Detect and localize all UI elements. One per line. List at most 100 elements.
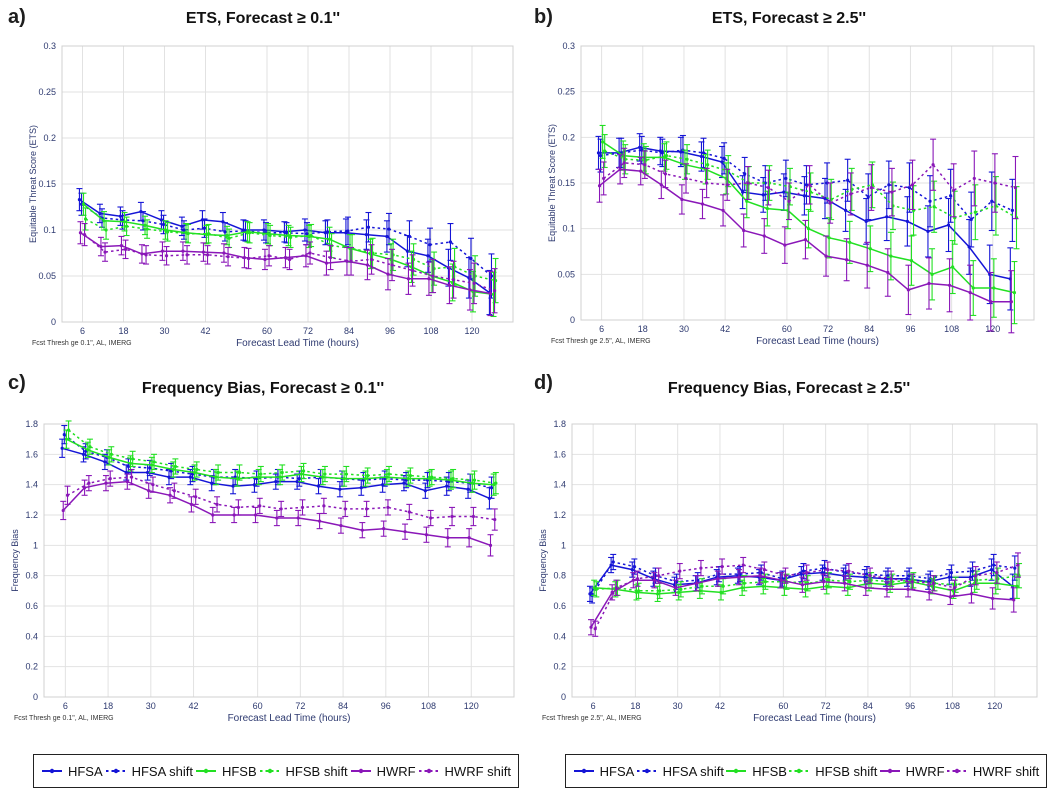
data-point	[968, 575, 973, 579]
data-point	[970, 569, 975, 573]
data-point	[488, 543, 493, 547]
data-point	[253, 513, 258, 517]
legend-swatch	[636, 768, 657, 774]
data-point	[493, 517, 497, 522]
data-point	[489, 486, 494, 490]
legend-swatch	[573, 768, 594, 774]
panel-d: d) Frequency Bias, Forecast ≥ 2.5'' 0 0.2…	[526, 364, 1052, 734]
data-point	[864, 586, 868, 590]
series-hfsb	[63, 429, 497, 496]
chart-title: ETS, Forecast ≥ 0.1''	[185, 10, 341, 27]
data-point	[843, 208, 848, 212]
data-point	[763, 580, 767, 584]
data-point	[1012, 598, 1016, 602]
x-tick-label: 72	[303, 326, 313, 336]
data-point	[344, 472, 348, 476]
data-point	[800, 583, 804, 587]
data-point	[427, 277, 431, 281]
data-point	[60, 446, 64, 450]
data-point	[827, 236, 831, 240]
data-point	[386, 272, 390, 276]
series-hwrf-shift	[592, 552, 1021, 637]
panel-c: c) Frequency Bias, Forecast ≥ 0.1'' 0 0.2…	[0, 364, 526, 734]
data-point	[1009, 300, 1013, 304]
data-point	[601, 140, 605, 144]
x-tick-label: 96	[905, 324, 915, 334]
data-point	[700, 202, 705, 206]
data-point	[802, 194, 807, 198]
data-point	[779, 578, 783, 582]
legend-label: HWRF shift	[444, 763, 511, 779]
y-tick-label: 0.4	[553, 631, 566, 641]
data-point	[1015, 584, 1019, 588]
data-point	[716, 577, 720, 581]
series-hwrf-shift	[600, 138, 1019, 224]
data-point	[123, 247, 128, 251]
data-point	[346, 229, 350, 233]
x-tick-label: 120	[985, 324, 1000, 334]
data-point	[407, 234, 412, 239]
data-point	[886, 270, 890, 275]
chart-d: 0 0.2 0.4 0.6 0.8 1 1.2 1.4 1.6 1.8 6 18 30 42 60 72 84 9…	[538, 419, 1038, 724]
data-point	[684, 176, 688, 181]
data-point	[992, 286, 996, 290]
data-point	[1010, 208, 1014, 212]
data-point	[597, 184, 602, 188]
data-point	[126, 464, 130, 469]
data-point	[295, 480, 299, 484]
data-point	[227, 236, 231, 240]
data-point	[699, 566, 703, 570]
legend-item: HFSA shift	[105, 764, 193, 779]
data-point	[742, 228, 746, 233]
data-point	[784, 176, 788, 181]
data-point	[214, 475, 218, 479]
legend-item: HWRF	[879, 764, 945, 779]
data-point	[906, 587, 910, 591]
data-point	[305, 232, 309, 236]
data-point	[150, 463, 154, 467]
x-tick-label: 6	[599, 324, 604, 334]
data-point	[820, 571, 825, 575]
data-point	[758, 574, 762, 578]
data-point	[805, 571, 809, 575]
x-tick-label: 60	[782, 324, 792, 334]
data-point	[381, 483, 385, 487]
data-point	[408, 473, 412, 478]
data-point	[349, 259, 353, 263]
data-point	[761, 193, 765, 197]
data-point	[303, 228, 307, 232]
data-point	[741, 563, 745, 567]
data-point	[424, 533, 429, 537]
series-hfsb-shift	[601, 134, 1020, 250]
data-point	[761, 584, 765, 588]
data-point	[147, 489, 151, 493]
legend-swatch	[418, 768, 439, 774]
data-point	[322, 504, 326, 508]
y-tick-label: 0	[570, 315, 575, 325]
data-point	[706, 163, 710, 167]
data-point	[949, 571, 953, 575]
legend-swatch	[195, 768, 216, 774]
data-point	[782, 190, 786, 194]
data-point	[447, 283, 452, 287]
y-tick-label: 0	[561, 692, 566, 702]
data-point	[324, 261, 329, 265]
x-tick-label: 6	[591, 701, 596, 711]
y-tick-label: 0.8	[553, 571, 566, 581]
data-point	[83, 217, 88, 221]
legend-swatch	[350, 768, 371, 774]
data-point	[259, 472, 263, 476]
y-tick-label: 0.05	[557, 269, 575, 279]
y-tick-label: 0.2	[553, 662, 566, 672]
x-tick-label: 60	[253, 701, 263, 711]
data-point	[205, 253, 210, 257]
legend-swatch	[726, 768, 747, 774]
data-point	[991, 596, 995, 601]
data-point	[745, 199, 749, 203]
data-point	[603, 149, 607, 153]
data-point	[364, 233, 369, 237]
data-point	[946, 223, 951, 227]
data-point	[695, 581, 699, 585]
data-point	[973, 210, 977, 214]
data-point	[451, 477, 455, 481]
